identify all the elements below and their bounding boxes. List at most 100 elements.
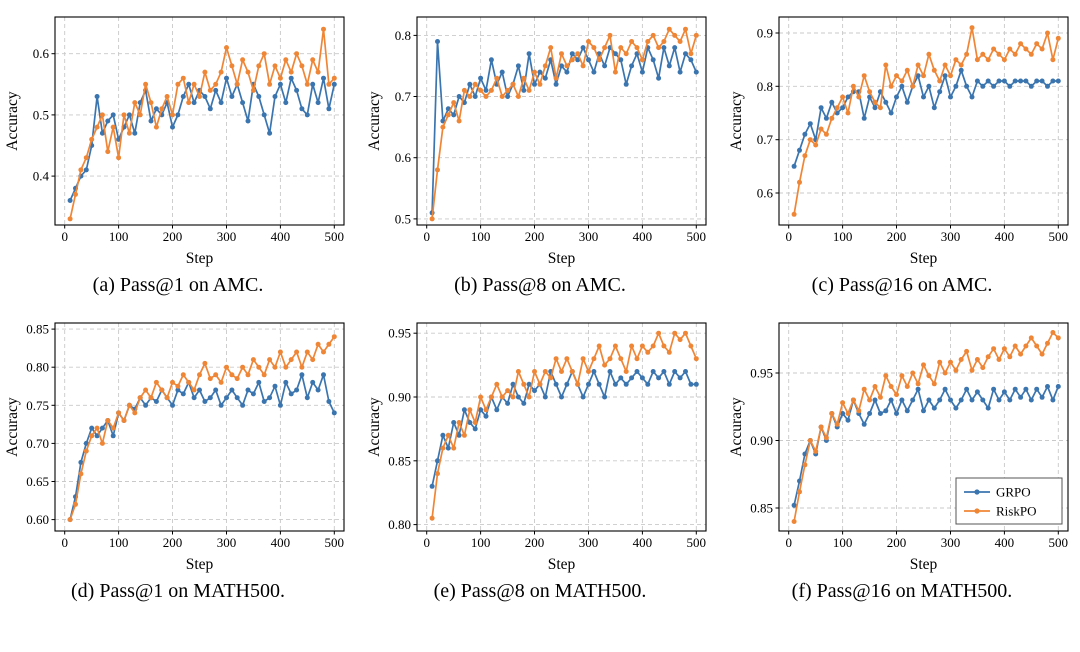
caption-d: (d) Pass@1 on MATH500. [71, 580, 285, 602]
svg-text:100: 100 [109, 535, 129, 550]
svg-text:0: 0 [785, 229, 792, 244]
svg-text:0.5: 0.5 [33, 107, 49, 122]
svg-text:Accuracy: Accuracy [366, 397, 383, 457]
svg-text:200: 200 [525, 535, 545, 550]
line-chart-f: 0 100 200 300 400 500 0.85 0.90 0.95 Step Accuracy… [728, 322, 1069, 573]
figure-panel-e: 0 100 200 300 400 500 0.80 0.85 0.90 0.95 Step Accu… [365, 314, 715, 606]
svg-text:100: 100 [833, 229, 853, 244]
svg-text:0.70: 0.70 [26, 436, 49, 451]
svg-text:GRPO: GRPO [996, 485, 1031, 500]
line-chart-b: 0 100 200 300 400 500 0.5 0.6 0.7 0.8 Step Accuracy [366, 16, 707, 267]
svg-text:500: 500 [1049, 229, 1069, 244]
caption-f: (f) Pass@16 on MATH500. [791, 580, 1013, 602]
figure-panel-d: 0 100 200 300 400 500 0.60 0.65 0.70 0.75 0.80 0.85… [3, 314, 353, 606]
svg-text:0.6: 0.6 [33, 46, 50, 61]
svg-text:0.8: 0.8 [757, 79, 773, 94]
svg-text:300: 300 [941, 229, 961, 244]
svg-text:0.4: 0.4 [33, 169, 50, 184]
svg-text:500: 500 [687, 535, 707, 550]
svg-text:Step: Step [910, 556, 938, 573]
svg-text:100: 100 [471, 229, 491, 244]
svg-text:500: 500 [325, 229, 345, 244]
line-chart-c: 0 100 200 300 400 500 0.6 0.7 0.8 0.9 Step Accuracy [728, 16, 1069, 267]
svg-text:Accuracy: Accuracy [4, 397, 21, 457]
figure-panel-a: 0 100 200 300 400 500 0.4 0.5 0.6 Step Accuracy (a… [3, 8, 353, 300]
svg-text:0.7: 0.7 [757, 132, 774, 147]
svg-text:0.90: 0.90 [750, 433, 773, 448]
svg-text:500: 500 [325, 535, 345, 550]
figure-panel-f: 0 100 200 300 400 500 0.85 0.90 0.95 Step Accuracy… [727, 314, 1077, 606]
svg-text:Step: Step [910, 250, 938, 267]
svg-text:0.75: 0.75 [26, 398, 49, 413]
caption-b: (b) Pass@8 on AMC. [454, 274, 626, 296]
svg-text:0.80: 0.80 [388, 517, 411, 532]
chart-pass16-amc: 0 100 200 300 400 500 0.6 0.7 0.8 0.9 Step Accuracy [727, 8, 1077, 270]
chart-pass8-math500: 0 100 200 300 400 500 0.80 0.85 0.90 0.95 Step Accu… [365, 314, 715, 576]
figure-row-top: 0 100 200 300 400 500 0.4 0.5 0.6 Step Accuracy (a… [0, 8, 1080, 300]
svg-text:Step: Step [548, 556, 576, 573]
svg-text:Step: Step [186, 556, 214, 573]
svg-text:Accuracy: Accuracy [366, 91, 383, 151]
svg-text:0: 0 [61, 229, 68, 244]
svg-text:0.8: 0.8 [395, 28, 411, 43]
svg-text:0.95: 0.95 [750, 366, 773, 381]
caption-a: (a) Pass@1 on AMC. [92, 274, 264, 296]
svg-text:200: 200 [887, 229, 907, 244]
svg-text:Step: Step [186, 250, 214, 267]
svg-text:0.6: 0.6 [757, 186, 774, 201]
svg-text:0.60: 0.60 [26, 512, 49, 527]
svg-text:0.80: 0.80 [26, 360, 49, 375]
chart-pass1-amc: 0 100 200 300 400 500 0.4 0.5 0.6 Step Accuracy [3, 8, 353, 270]
svg-text:0.85: 0.85 [26, 322, 49, 337]
svg-text:0: 0 [61, 535, 68, 550]
svg-text:100: 100 [471, 535, 491, 550]
line-chart-a: 0 100 200 300 400 500 0.4 0.5 0.6 Step Accuracy [4, 16, 345, 267]
svg-text:300: 300 [217, 535, 237, 550]
caption-c: (c) Pass@16 on AMC. [811, 274, 993, 296]
svg-text:200: 200 [163, 229, 183, 244]
svg-text:300: 300 [941, 535, 961, 550]
svg-text:Accuracy: Accuracy [728, 91, 745, 151]
svg-text:300: 300 [579, 229, 599, 244]
figure-panel-c: 0 100 200 300 400 500 0.6 0.7 0.8 0.9 Step Accuracy… [727, 8, 1077, 300]
svg-text:0: 0 [423, 535, 430, 550]
svg-text:400: 400 [271, 535, 291, 550]
svg-text:400: 400 [995, 229, 1015, 244]
svg-text:0: 0 [423, 229, 430, 244]
svg-text:400: 400 [633, 229, 653, 244]
svg-text:400: 400 [633, 535, 653, 550]
line-chart-d: 0 100 200 300 400 500 0.60 0.65 0.70 0.75 0.80 0.85… [4, 322, 345, 573]
svg-text:0.95: 0.95 [388, 326, 411, 341]
svg-text:200: 200 [525, 229, 545, 244]
svg-text:200: 200 [887, 535, 907, 550]
svg-text:0.6: 0.6 [395, 150, 412, 165]
svg-text:0.85: 0.85 [750, 501, 773, 516]
svg-text:400: 400 [271, 229, 291, 244]
svg-text:0.65: 0.65 [26, 474, 49, 489]
figure-row-bottom: 0 100 200 300 400 500 0.60 0.65 0.70 0.75 0.80 0.85… [0, 314, 1080, 606]
svg-text:100: 100 [109, 229, 129, 244]
svg-text:Accuracy: Accuracy [728, 397, 745, 457]
svg-text:0.5: 0.5 [395, 211, 411, 226]
svg-text:400: 400 [995, 535, 1015, 550]
svg-text:RiskPO: RiskPO [996, 504, 1036, 519]
caption-e: (e) Pass@8 on MATH500. [433, 580, 647, 602]
svg-text:300: 300 [579, 535, 599, 550]
chart-pass16-math500: 0 100 200 300 400 500 0.85 0.90 0.95 Step Accuracy… [727, 314, 1077, 576]
svg-text:500: 500 [1049, 535, 1069, 550]
svg-text:300: 300 [217, 229, 237, 244]
svg-text:0.90: 0.90 [388, 390, 411, 405]
svg-text:100: 100 [833, 535, 853, 550]
svg-text:0: 0 [785, 535, 792, 550]
svg-text:0.9: 0.9 [757, 26, 773, 41]
chart-pass1-math500: 0 100 200 300 400 500 0.60 0.65 0.70 0.75 0.80 0.85… [3, 314, 353, 576]
svg-text:Step: Step [548, 250, 576, 267]
svg-text:0.7: 0.7 [395, 89, 412, 104]
line-chart-e: 0 100 200 300 400 500 0.80 0.85 0.90 0.95 Step Accu… [366, 322, 707, 573]
figure-panel-b: 0 100 200 300 400 500 0.5 0.6 0.7 0.8 Step Accuracy… [365, 8, 715, 300]
svg-text:200: 200 [163, 535, 183, 550]
svg-text:500: 500 [687, 229, 707, 244]
svg-text:Accuracy: Accuracy [4, 91, 21, 151]
chart-pass8-amc: 0 100 200 300 400 500 0.5 0.6 0.7 0.8 Step Accuracy [365, 8, 715, 270]
